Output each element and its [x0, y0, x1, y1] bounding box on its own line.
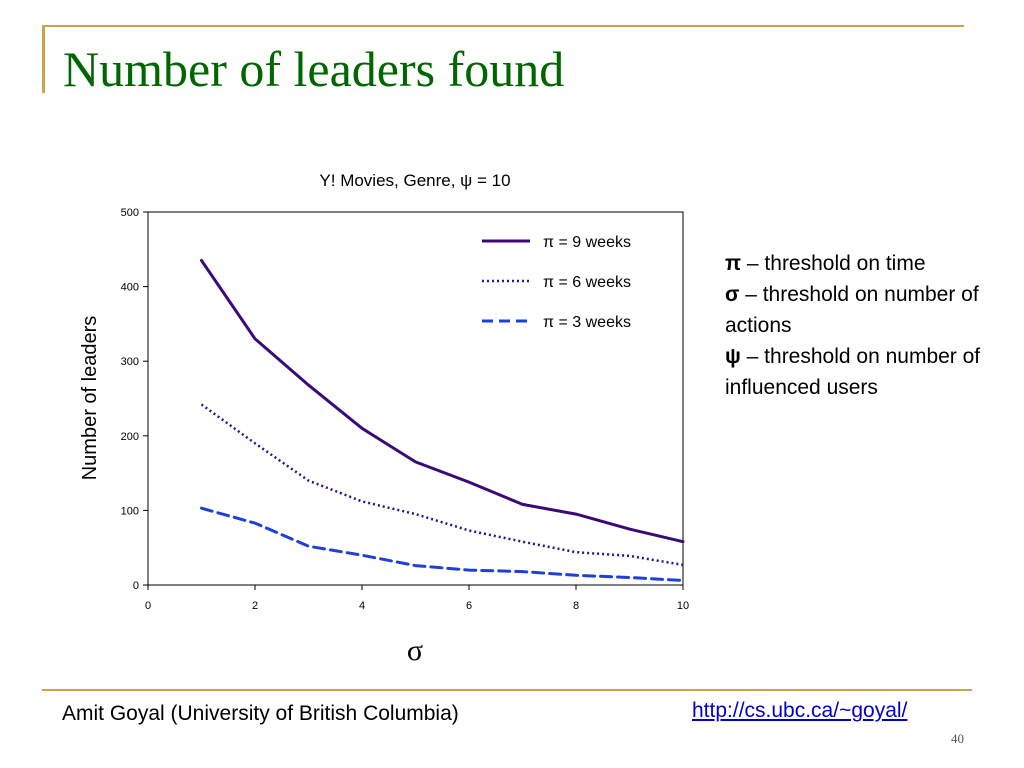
y-axis-ticks: 0 100 200 300 400 500	[121, 207, 148, 592]
x-tick-label: 0	[145, 600, 151, 612]
x-tick-label: 2	[252, 600, 258, 612]
series-line-2	[200, 403, 684, 567]
series-line-3	[200, 506, 685, 582]
slide-title: Number of leaders found	[63, 41, 565, 97]
plot-frame	[147, 211, 684, 586]
line-chart: Y! Movies, Genre, ψ = 10 010020030040050…	[60, 160, 710, 670]
legend-label: π = 6 weeks	[543, 274, 631, 291]
chart-title: Y! Movies, Genre, ψ = 10	[319, 171, 510, 190]
note-psi: ψ – threshold on number of influenced us…	[725, 341, 1005, 403]
note-text: – threshold on number of influenced user…	[725, 345, 981, 399]
y-tick-label: 100	[121, 505, 139, 517]
footer-rule	[42, 689, 972, 691]
accent-top-rule	[42, 25, 964, 27]
y-tick-label: 200	[121, 431, 139, 443]
legend-label: π = 9 weeks	[543, 234, 631, 251]
y-tick-label: 400	[121, 282, 139, 294]
note-text: – threshold on time	[741, 252, 926, 275]
x-axis-label: σ	[407, 634, 423, 667]
footer-author: Amit Goyal (University of British Columb…	[62, 702, 459, 725]
note-text: – threshold on number of actions	[725, 283, 979, 337]
note-symbol: ψ	[725, 345, 741, 368]
note-symbol: π	[725, 252, 742, 275]
note-sigma: σ – threshold on number of actions	[725, 279, 1005, 341]
x-tick-label: 6	[466, 600, 472, 612]
x-tick-label: 10	[677, 600, 689, 612]
notes-panel: π – threshold on time σ – threshold on n…	[725, 248, 1005, 403]
accent-vertical-bar	[42, 25, 45, 93]
legend: π = 9 weeks π = 6 weeks π = 3 weeks	[482, 234, 631, 331]
x-axis-ticks: 0 2 4 6 8 10	[145, 585, 689, 612]
note-pi: π – threshold on time	[725, 248, 1005, 279]
footer-link[interactable]: http://cs.ubc.ca/~goyal/	[692, 699, 908, 722]
y-tick-label: 0	[133, 580, 139, 592]
y-axis-label: Number of leaders	[79, 316, 101, 481]
y-tick-label: 500	[121, 207, 139, 219]
x-tick-label: 8	[573, 600, 579, 612]
series-lines	[200, 259, 685, 582]
y-tick-label: 300	[121, 356, 139, 368]
note-symbol: σ	[725, 283, 740, 306]
series-line-1	[200, 259, 685, 544]
legend-label: π = 3 weeks	[543, 314, 631, 331]
x-tick-label: 4	[359, 600, 365, 612]
page-number: 40	[951, 731, 964, 746]
